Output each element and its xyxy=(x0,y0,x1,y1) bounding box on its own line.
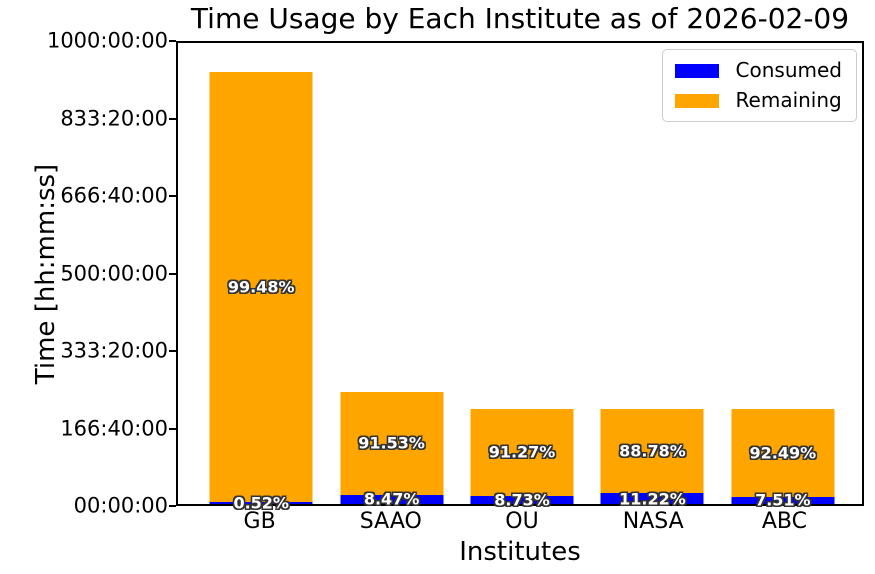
bar-label-consumed: 11.22% xyxy=(619,489,686,509)
bar-label-remaining: 99.48% xyxy=(227,277,295,297)
y-tick-label: 333:20:00 xyxy=(60,338,168,363)
y-tick-label: 00:00:00 xyxy=(73,493,168,518)
bar-slot-abc: 92.49% 7.51% xyxy=(718,43,848,510)
legend-swatch-consumed xyxy=(674,63,719,78)
bar-slot-gb: 99.48% 0.52% xyxy=(196,43,326,512)
x-tick-label-nasa: NASA xyxy=(622,509,684,534)
y-tick-label: 500:00:00 xyxy=(60,261,168,285)
bar-label-remaining: 92.49% xyxy=(749,443,817,463)
bar-consumed-segment xyxy=(600,493,704,504)
y-tick-mark xyxy=(169,427,176,430)
bar-consumed-segment xyxy=(340,494,444,504)
legend-label-consumed: Consumed xyxy=(735,58,842,82)
y-tick-label: 833:20:00 xyxy=(60,106,168,130)
legend-swatch-remaining xyxy=(674,93,719,108)
stacked-bar-abc: 92.49% 7.51% xyxy=(731,408,835,510)
bar-slot-nasa: 88.78% 11.22% xyxy=(587,43,717,508)
bar-slot-ou: 91.27% 8.73% xyxy=(457,43,587,509)
legend-item-consumed: Consumed xyxy=(674,58,842,82)
y-tick-mark xyxy=(169,117,176,120)
bar-label-remaining: 91.27% xyxy=(488,442,556,462)
bar-consumed-segment xyxy=(470,495,574,504)
x-tick-label-saao: SAAO xyxy=(359,509,422,534)
bar-label-remaining: 88.78% xyxy=(619,441,686,461)
y-tick-label: 1000:00:00 xyxy=(46,28,168,53)
y-tick-mark xyxy=(169,195,176,197)
x-tick-label-abc: ABC xyxy=(761,509,807,534)
legend-item-remaining: Remaining xyxy=(674,88,842,112)
plot-area: 99.48% 0.52% 91.53% 8.47% 91.27% 8.73% 88.78% 1… xyxy=(176,41,864,512)
y-tick-mark xyxy=(169,272,176,275)
stacked-bar-gb: 99.48% 0.52% xyxy=(209,72,313,512)
bar-row: 99.48% 0.52% 91.53% 8.47% 91.27% 8.73% 88.78% 1… xyxy=(178,43,862,512)
y-tick-mark xyxy=(169,350,176,352)
x-axis-tick-labels: GB SAAO OU NASA ABC xyxy=(176,510,864,534)
bar-label-consumed: 0.52% xyxy=(233,493,289,513)
x-axis-label: Institutes xyxy=(459,537,581,567)
legend-label-remaining: Remaining xyxy=(735,88,842,112)
stacked-bar-nasa: 88.78% 11.22% xyxy=(600,408,704,508)
x-tick-label-gb: GB xyxy=(243,509,276,534)
bar-label-consumed: 8.73% xyxy=(494,490,550,510)
bar-label-consumed: 8.47% xyxy=(363,489,420,509)
y-tick-mark xyxy=(169,40,176,42)
bar-label-remaining: 91.53% xyxy=(358,433,425,453)
bar-label-consumed: 7.51% xyxy=(755,490,811,510)
bar-consumed-segment xyxy=(209,501,313,504)
y-tick-label: 166:40:00 xyxy=(60,416,168,440)
x-tick-label-ou: OU xyxy=(505,509,539,534)
chart-title: Time Usage by Each Institute as of 2026-… xyxy=(190,2,850,35)
bar-slot-saao: 91.53% 8.47% xyxy=(326,43,456,509)
stacked-bar-saao: 91.53% 8.47% xyxy=(340,391,444,509)
y-tick-label: 666:40:00 xyxy=(60,183,168,208)
bar-consumed-segment xyxy=(731,496,835,504)
y-tick-mark xyxy=(169,505,176,507)
legend: Consumed Remaining xyxy=(661,49,857,122)
stacked-bar-ou: 91.27% 8.73% xyxy=(470,408,574,509)
